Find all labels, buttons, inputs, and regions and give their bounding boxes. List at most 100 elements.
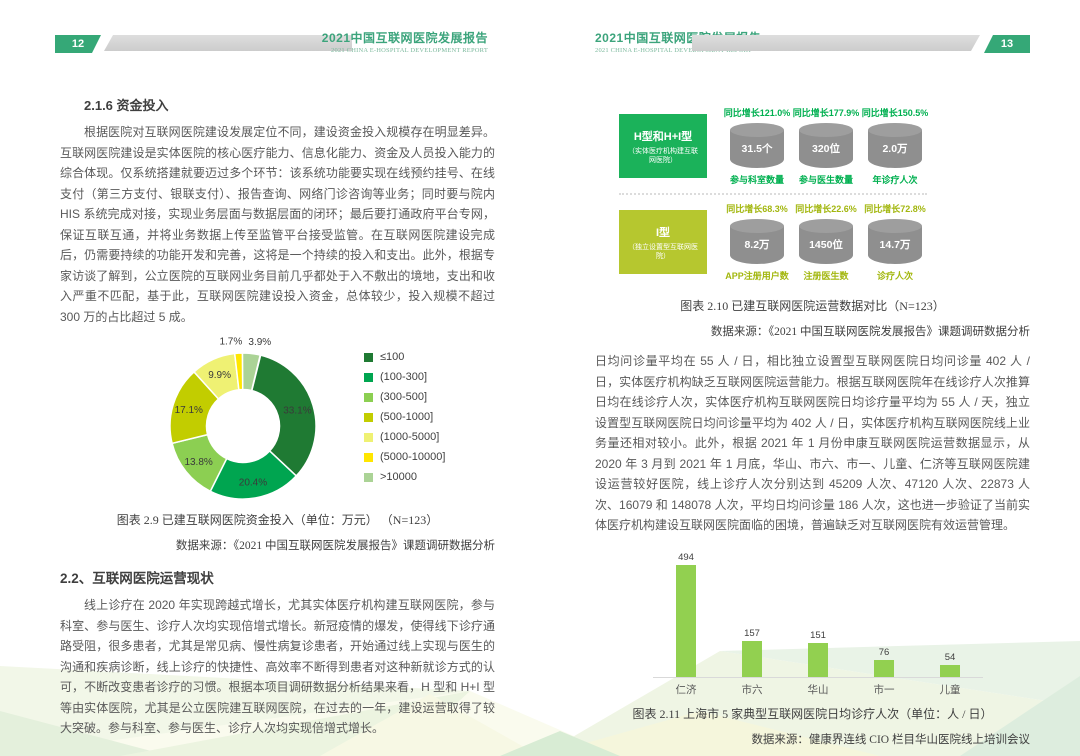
x-axis-tick-label: 市六 <box>741 683 763 696</box>
legend-item: ≤100 <box>364 351 445 363</box>
group-label-box: H型和H+I型 （实体医疗机构建互联网医院） <box>619 114 707 178</box>
x-axis-tick-label: 市一 <box>873 683 895 696</box>
cylinder-icon: 8.2万 <box>730 219 784 264</box>
cylinder-icon: 320位 <box>799 123 853 168</box>
section-2-2-paragraph: 线上诊疗在 2020 年实现跨越式增长，尤其实体医疗机构建互联网医院，参与科室、… <box>60 598 495 735</box>
legend-swatch <box>364 412 373 422</box>
group-subtitle: （独立设置型互联网医院） <box>628 243 698 260</box>
cylinder-icon: 31.5个 <box>730 123 784 168</box>
bar <box>742 640 762 677</box>
cylinder-icon: 2.0万 <box>868 123 922 168</box>
x-axis-tick-label: 仁济 <box>675 683 697 696</box>
left-page-content: 2.1.6 资金投入 根据医院对互联网医院建设发展定位不同，建设资金投入规模存在… <box>0 0 540 739</box>
legend-item: (1000-5000] <box>364 431 445 443</box>
figure-2-11-source: 数据来源：健康界连线 CIO 栏目华山医院线上培训会议 <box>751 733 1030 746</box>
legend-label: (1000-5000] <box>380 431 440 443</box>
figure-2-10-source: 数据来源：《2021 中国互联网医院发展报告》课题调研数据分析 <box>710 326 1030 338</box>
bar-column: 494 <box>653 552 719 677</box>
right-page-content: H型和H+I型 （实体医疗机构建互联网医院） 同比增长121.0% 31.5个参与科室… <box>540 0 1080 747</box>
metric-label: 参与科室数量 <box>729 175 784 185</box>
page-header-left: 12 2021中国互联网医院发展报告 2021 CHINA E-HOSPITAL… <box>0 31 540 73</box>
legend-item: (5000-10000] <box>364 451 445 463</box>
metric-value: 14.7万 <box>879 239 911 251</box>
donut-slice-label: 13.8% <box>184 457 212 468</box>
metric-column: 同比增长68.3% 8.2万 APP注册用户数 <box>725 202 789 282</box>
operations-paragraph: 日均问诊量平均在 55 人 / 日，相比独立设置型互联网医院日均问诊量 402 … <box>595 354 1030 532</box>
cylinder-icon: 1450位 <box>799 219 853 264</box>
infographic-row: H型和H+I型 （实体医疗机构建互联网医院） 同比增长121.0% 31.5个参与科室… <box>619 99 929 193</box>
group-subtitle: （实体医疗机构建互联网医院） <box>628 147 698 164</box>
metrics-group: 同比增长121.0% 31.5个参与科室数量 同比增长177.9% 320位参与医生数… <box>723 106 929 186</box>
bar-value-label: 54 <box>944 651 956 663</box>
legend-label: (100-300] <box>380 371 428 383</box>
donut-slice <box>241 352 262 392</box>
group-title: H型和H+I型 <box>633 130 693 143</box>
growth-label: 同比增长121.0% <box>723 108 791 118</box>
page-13: 2021中国互联网医院发展报告 2021 CHINA E-HOSPITAL DE… <box>540 0 1080 756</box>
growth-label: 同比增长68.3% <box>726 204 788 214</box>
legend-label: ≤100 <box>380 351 405 363</box>
donut-slice-label: 1.7% <box>219 337 242 348</box>
metric-column: 同比增长72.8% 14.7万 诊疗人次 <box>863 202 927 282</box>
infographic-row: I型 （独立设置型互联网医院） 同比增长68.3% 8.2万 APP注册用户数 同比增长2… <box>619 193 927 289</box>
donut-slice-label: 17.1% <box>175 405 203 416</box>
bar-plot-area: 494 157 151 76 54 <box>653 546 983 678</box>
legend-swatch <box>364 452 373 462</box>
page-number-badge: 13 <box>984 35 1030 53</box>
header-bar <box>104 35 352 51</box>
donut-chart-legend: ≤100 (100-300] (300-500] (500-1000] (1000-50… <box>364 343 445 491</box>
metric-value: 2.0万 <box>882 143 908 155</box>
metric-column: 同比增长121.0% 31.5个参与科室数量 <box>723 106 791 186</box>
legend-item: >10000 <box>364 471 445 483</box>
page-header-right: 2021中国互联网医院发展报告 2021 CHINA E-HOSPITAL DE… <box>540 31 1080 73</box>
figure-2-10-caption: 图表 2.10 已建互联网医院运营数据对比（N=123） <box>680 299 945 313</box>
legend-swatch <box>364 352 373 362</box>
legend-item: (500-1000] <box>364 411 445 423</box>
metric-label: 年诊疗人次 <box>872 175 918 185</box>
growth-label: 同比增长177.9% <box>792 108 860 118</box>
figure-2-11-caption: 图表 2.11 上海市 5 家典型互联网医院日均诊疗人次（单位：人 / 日） <box>632 706 993 721</box>
bar-column: 151 <box>785 630 851 677</box>
figure-2-10-infographic: H型和H+I型 （实体医疗机构建互联网医院） 同比增长121.0% 31.5个参与科室… <box>619 99 929 289</box>
metric-value: 31.5个 <box>741 143 773 155</box>
report-title-en: 2021 CHINA E-HOSPITAL DEVELOPMENT REPORT <box>595 47 752 54</box>
bar-value-label: 157 <box>744 627 760 639</box>
bar <box>808 642 828 677</box>
metric-column: 同比增长177.9% 320位参与医生数量 <box>792 106 860 186</box>
x-axis-tick-label: 儿童 <box>939 683 961 696</box>
donut-slice-label: 3.9% <box>248 337 271 348</box>
legend-item: (100-300] <box>364 371 445 383</box>
bar-column: 76 <box>851 647 917 677</box>
group-title: I型 <box>655 226 671 239</box>
legend-swatch <box>364 372 373 382</box>
section-2-1-6-paragraph: 根据医院对互联网医院建设发展定位不同，建设资金投入规模存在明显差异。互联网医院建… <box>60 125 495 324</box>
donut-slice-label: 9.9% <box>208 370 231 381</box>
bar <box>676 564 696 677</box>
report-title-cn: 2021中国互联网医院发展报告 <box>321 31 488 45</box>
metric-column: 同比增长22.6% 1450位 注册医生数 <box>794 202 858 282</box>
figure-2-9-caption: 图表 2.9 已建互联网医院资金投入（单位：万元） （N=123） <box>116 513 439 527</box>
legend-swatch <box>364 392 373 402</box>
cylinder-icon: 14.7万 <box>868 219 922 264</box>
metric-value: 8.2万 <box>744 239 770 251</box>
section-2-1-6-heading: 2.1.6 资金投入 <box>84 98 169 113</box>
group-label-box: I型 （独立设置型互联网医院） <box>619 210 707 274</box>
donut-slice <box>250 354 317 477</box>
legend-label: (300-500] <box>380 391 428 403</box>
figure-2-9-donut-chart: 33.1% 20.4% 13.8% 17.1% 9.9% 1.7% 3.9% ≤100 (10… <box>148 331 495 503</box>
metric-value: 1450位 <box>809 239 843 251</box>
section-2-2-heading: 2.2、互联网医院运营现状 <box>60 571 214 586</box>
report-title-en: 2021 CHINA E-HOSPITAL DEVELOPMENT REPORT <box>331 47 488 54</box>
x-axis-labels: 仁济 市六 华山 市一 儿童 <box>653 678 983 697</box>
metric-column: 同比增长150.5% 2.0万 年诊疗人次 <box>862 106 929 186</box>
legend-swatch <box>364 432 373 442</box>
bar-value-label: 151 <box>810 629 826 641</box>
metric-label: APP注册用户数 <box>725 271 789 281</box>
metric-label: 参与医生数量 <box>798 175 853 185</box>
donut-slice-label: 33.1% <box>283 405 311 416</box>
donut-chart-svg: 33.1% 20.4% 13.8% 17.1% 9.9% 1.7% 3.9% <box>169 337 317 500</box>
bar <box>874 659 894 677</box>
legend-label: >10000 <box>380 471 418 483</box>
bar-value-label: 76 <box>878 646 890 658</box>
